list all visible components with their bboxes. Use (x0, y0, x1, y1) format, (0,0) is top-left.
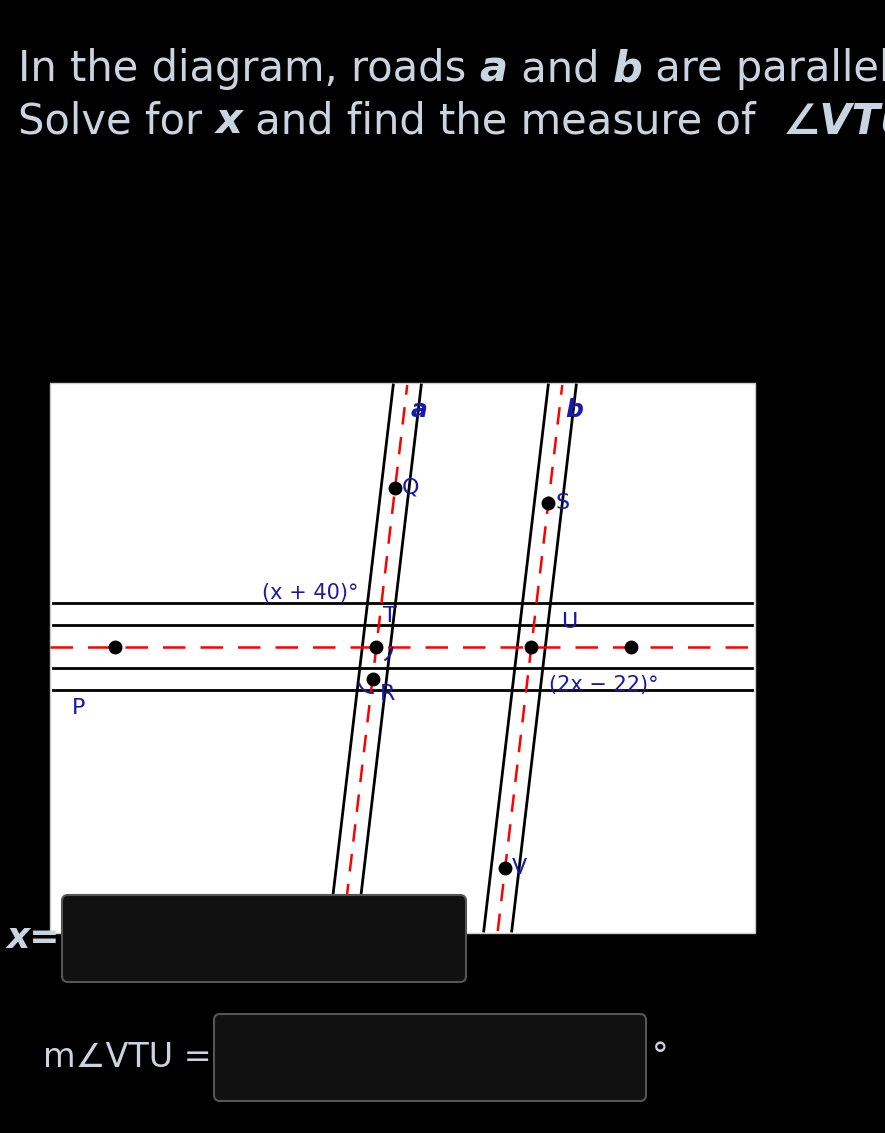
Text: R: R (380, 684, 395, 704)
Text: U: U (561, 612, 578, 631)
FancyBboxPatch shape (214, 1014, 646, 1101)
Bar (365, 603, 396, 625)
Text: b: b (566, 398, 583, 421)
Text: a: a (411, 398, 427, 421)
Text: and: and (508, 48, 612, 90)
Text: V: V (512, 858, 527, 878)
Text: a: a (480, 48, 508, 90)
Bar (358, 668, 388, 690)
Text: ∠VTU.: ∠VTU. (782, 100, 885, 142)
Polygon shape (365, 603, 396, 625)
Text: are parallel.: are parallel. (643, 48, 885, 90)
Text: °: ° (652, 1041, 669, 1074)
Text: (2x − 22)°: (2x − 22)° (549, 675, 658, 695)
Polygon shape (358, 668, 388, 690)
Text: (x + 40)°: (x + 40)° (262, 583, 358, 603)
Text: x=: x= (6, 921, 60, 955)
Bar (50, 383, 755, 932)
Bar (512, 668, 543, 690)
Text: b: b (612, 48, 643, 90)
Text: P: P (72, 698, 85, 718)
Text: Q: Q (402, 478, 419, 499)
Polygon shape (512, 668, 543, 690)
Text: Solve for: Solve for (18, 100, 215, 142)
FancyBboxPatch shape (62, 895, 466, 982)
Text: T: T (383, 606, 397, 627)
Bar (519, 603, 550, 625)
Text: x: x (215, 100, 242, 142)
Text: S: S (555, 493, 569, 513)
Text: In the diagram, roads: In the diagram, roads (18, 48, 480, 90)
Text: and find the measure of: and find the measure of (242, 100, 782, 142)
Polygon shape (519, 603, 550, 625)
Text: m∠VTU =: m∠VTU = (43, 1041, 212, 1074)
